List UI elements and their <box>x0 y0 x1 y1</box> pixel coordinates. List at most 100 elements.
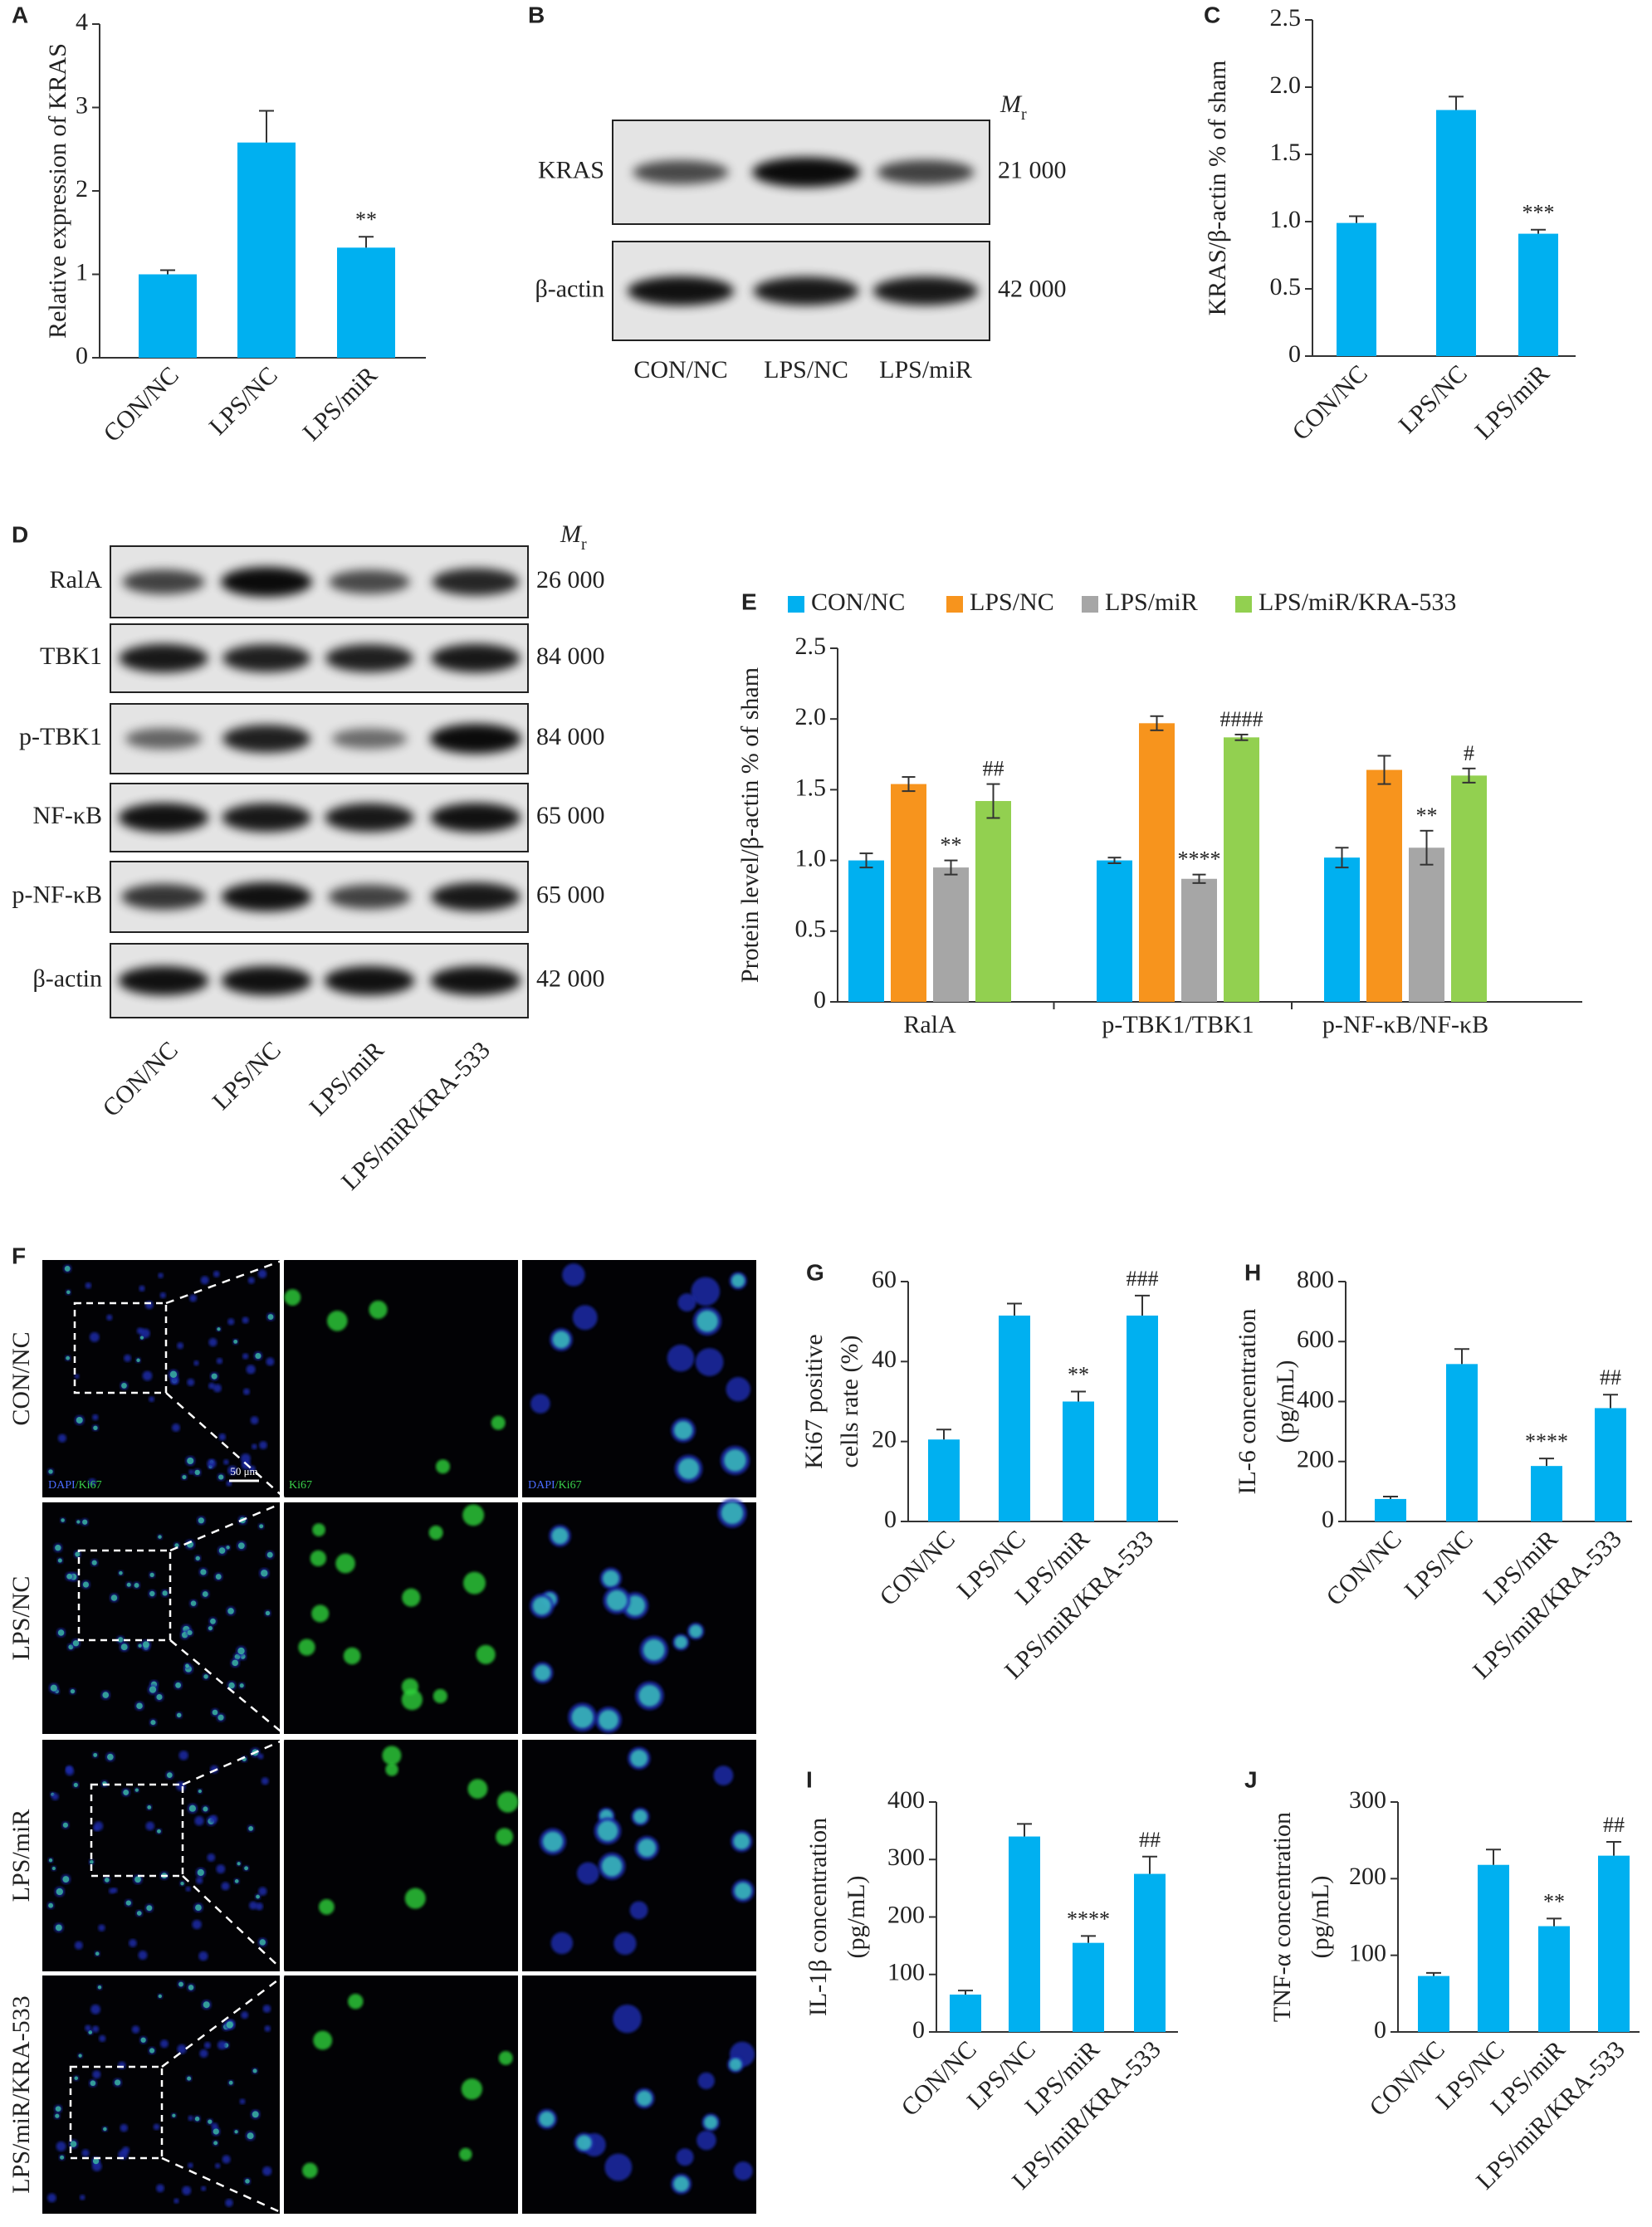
ki67-signal <box>239 1683 244 1688</box>
significance-label: ** <box>1068 1362 1089 1386</box>
row-label: p-NF-κB <box>12 881 102 908</box>
ki67-signal <box>119 1570 123 1575</box>
blot-band <box>872 276 979 305</box>
ki67-signal <box>234 1879 239 1883</box>
nucleus <box>92 1414 99 1421</box>
ki67-signal <box>76 1520 81 1524</box>
y-tick-label: 1.0 <box>795 844 827 872</box>
ki67-signal <box>105 1878 110 1883</box>
nucleus <box>185 1886 191 1892</box>
ki67-signal <box>198 1517 204 1524</box>
y-tick-label: 0.5 <box>1270 273 1302 300</box>
nucleus <box>201 2185 207 2191</box>
blot-band <box>118 803 209 833</box>
lane-label: LPS/miR <box>304 1036 389 1121</box>
y-axis-label: (pg/mL) <box>843 1876 870 1959</box>
nucleus <box>66 1765 73 1773</box>
ki67-signal <box>433 1688 447 1704</box>
nucleus <box>733 2161 753 2181</box>
y-tick-label: 1 <box>76 258 88 286</box>
row-label: β-actin <box>32 965 102 992</box>
x-tick-label: LPS/NC <box>204 361 283 440</box>
ki67-signal <box>674 1635 687 1649</box>
ki67-signal <box>89 1859 94 1864</box>
ki67-signal <box>261 1570 268 1577</box>
ki67-signal <box>252 2111 259 2118</box>
ki67-signal <box>428 1525 443 1540</box>
blot-band <box>877 159 975 185</box>
nucleus <box>74 1374 80 1380</box>
ki67-signal <box>55 1924 62 1932</box>
nucleus <box>153 2123 160 2131</box>
nucleus <box>195 1877 203 1884</box>
nucleus <box>676 2148 694 2166</box>
x-tick-label: CON/NC <box>896 2035 981 2121</box>
mr-symbol: M <box>560 520 583 548</box>
ki67-signal <box>93 1425 98 1431</box>
ki67-signal <box>704 2115 718 2130</box>
ki67-signal <box>689 1624 702 1638</box>
mr-subscript: r <box>581 535 587 554</box>
x-tick-label: LPS/miR <box>297 361 382 446</box>
ki67-signal <box>208 2119 213 2124</box>
ki67-signal <box>601 1855 623 1877</box>
channel-label: DAPI/Ki67 <box>528 1479 582 1492</box>
ki67-signal <box>638 1839 657 1858</box>
nucleus <box>142 1370 153 1381</box>
panel-label: G <box>806 1259 824 1285</box>
blot-band <box>627 276 735 306</box>
ki67-signal <box>234 2130 238 2134</box>
bar <box>139 274 197 358</box>
row-label: LPS/miR/KRA-533 <box>7 1995 35 2193</box>
nucleus <box>112 1888 118 1893</box>
zoom-line <box>165 1258 285 1305</box>
ki67-signal <box>310 1550 326 1567</box>
y-tick-label: 100 <box>1349 1940 1386 1967</box>
x-tick-label: p-TBK1/TBK1 <box>1102 1011 1254 1038</box>
nucleus <box>177 2044 187 2054</box>
channel-dapi: DAPI <box>48 1479 76 1492</box>
ki67-signal <box>237 1542 245 1550</box>
ki67-signal <box>149 1590 155 1597</box>
zoom-box <box>90 1783 184 1878</box>
ki67-signal <box>75 1551 81 1557</box>
ki67-signal <box>552 1331 570 1349</box>
nucleus <box>118 2061 126 2069</box>
micrograph <box>284 1260 518 1497</box>
ki67-signal <box>348 1994 364 2010</box>
ki67-signal <box>66 1355 71 1360</box>
nucleus <box>178 1751 188 1761</box>
ki67-signal <box>335 1553 355 1574</box>
y-axis-label: (pg/mL) <box>1272 1360 1299 1443</box>
nucleus <box>92 2070 101 2079</box>
mr-label: Mr <box>1000 90 1027 124</box>
nucleus <box>188 2162 193 2169</box>
ki67-signal <box>228 2080 233 2085</box>
bar <box>1073 1942 1104 2032</box>
nucleus <box>198 1951 208 1961</box>
x-tick-label: RalA <box>903 1011 956 1038</box>
nucleus <box>213 1384 222 1393</box>
ki67-signal <box>213 2141 218 2146</box>
nucleus <box>158 1272 164 1279</box>
nucleus <box>149 1396 155 1403</box>
significance-label: ** <box>355 208 377 232</box>
nucleus <box>713 1765 734 1785</box>
ki67-signal <box>677 1458 700 1480</box>
ki67-signal <box>62 1822 68 1828</box>
ki67-signal <box>121 1383 127 1389</box>
ki67-signal <box>95 1951 100 1956</box>
bar <box>237 142 296 358</box>
blot-band <box>221 567 312 597</box>
ki67-signal <box>172 2113 176 2117</box>
legend-swatch <box>788 596 804 613</box>
ki67-signal <box>92 2157 100 2165</box>
ki67-signal <box>136 1911 142 1916</box>
blot-band <box>122 569 205 594</box>
ki67-signal <box>72 1640 80 1647</box>
micrograph <box>42 1740 280 1971</box>
x-tick-label: CON/NC <box>1321 1525 1406 1610</box>
ki67-signal <box>107 1753 114 1761</box>
ki67-signal <box>190 1600 197 1606</box>
